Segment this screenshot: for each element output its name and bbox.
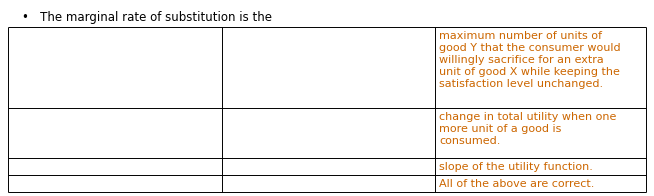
Text: •   The marginal rate of substitution is the: • The marginal rate of substitution is t…: [22, 11, 272, 24]
Text: All of the above are correct.: All of the above are correct.: [439, 179, 594, 189]
Text: maximum number of units of
good Y that the consumer would
willingly sacrifice fo: maximum number of units of good Y that t…: [439, 31, 621, 89]
Text: slope of the utility function.: slope of the utility function.: [439, 162, 593, 172]
Text: change in total utility when one
more unit of a good is
consumed.: change in total utility when one more un…: [439, 112, 616, 146]
